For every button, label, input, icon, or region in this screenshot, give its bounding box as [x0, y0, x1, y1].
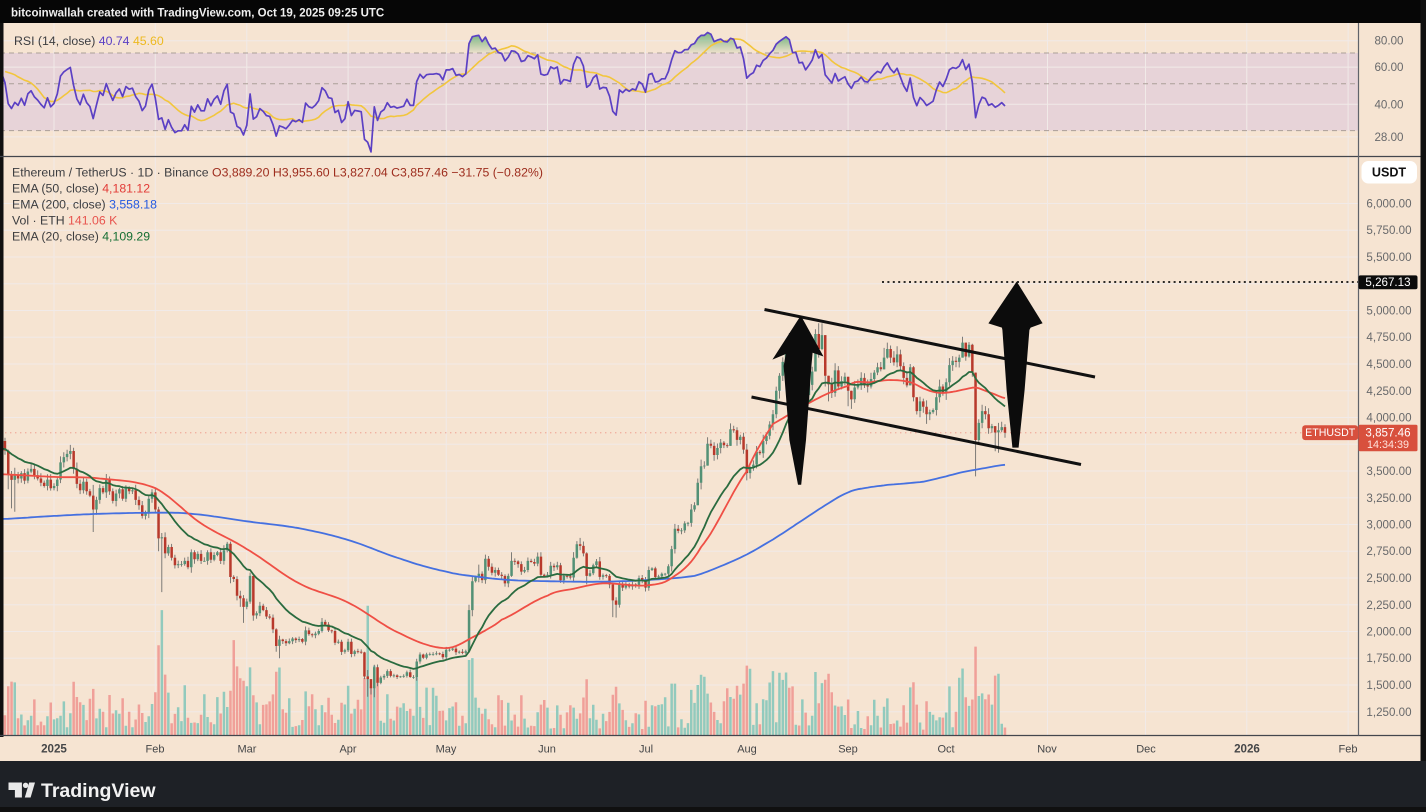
svg-text:14:34:39: 14:34:39: [1367, 439, 1409, 451]
svg-text:4,750.00: 4,750.00: [1366, 331, 1411, 344]
svg-text:80.00: 80.00: [1374, 35, 1403, 48]
svg-text:2025: 2025: [41, 743, 67, 756]
svg-text:Feb: Feb: [146, 744, 165, 756]
svg-text:1,500.00: 1,500.00: [1366, 679, 1411, 692]
svg-text:May: May: [436, 744, 457, 756]
svg-text:Jun: Jun: [538, 744, 556, 756]
svg-text:1,250.00: 1,250.00: [1366, 706, 1411, 719]
svg-text:40.00: 40.00: [1374, 98, 1403, 111]
svg-text:2,750.00: 2,750.00: [1366, 545, 1411, 558]
svg-text:Oct: Oct: [937, 744, 954, 756]
svg-text:USDT: USDT: [1372, 166, 1407, 180]
svg-text:Apr: Apr: [339, 744, 356, 756]
svg-text:3,857.46: 3,857.46: [1365, 427, 1410, 440]
svg-text:Vol · ETH 141.06 K: Vol · ETH 141.06 K: [12, 214, 118, 228]
svg-text:1,750.00: 1,750.00: [1366, 652, 1411, 665]
svg-text:bitcoinwallah created with Tra: bitcoinwallah created with TradingView.c…: [11, 7, 384, 19]
svg-text:5,000.00: 5,000.00: [1366, 305, 1411, 318]
svg-text:ETHUSDT: ETHUSDT: [1305, 427, 1356, 439]
svg-text:2,000.00: 2,000.00: [1366, 626, 1411, 639]
svg-text:Feb: Feb: [1339, 744, 1358, 756]
svg-text:Jul: Jul: [639, 744, 653, 756]
svg-text:Dec: Dec: [1136, 744, 1156, 756]
svg-text:Mar: Mar: [238, 744, 257, 756]
svg-text:Ethereum / TetherUS · 1D · Bin: Ethereum / TetherUS · 1D · Binance O3,88…: [12, 166, 543, 180]
svg-text:5,750.00: 5,750.00: [1366, 224, 1411, 237]
svg-text:28.00: 28.00: [1374, 131, 1403, 144]
svg-text:Sep: Sep: [838, 744, 858, 756]
svg-text:3,000.00: 3,000.00: [1366, 519, 1411, 532]
svg-text:2,250.00: 2,250.00: [1366, 599, 1411, 612]
svg-text:5,500.00: 5,500.00: [1366, 251, 1411, 264]
svg-text:5,267.13: 5,267.13: [1365, 276, 1410, 289]
svg-text:6,000.00: 6,000.00: [1366, 198, 1411, 211]
svg-text:60.00: 60.00: [1374, 61, 1403, 74]
svg-text:Aug: Aug: [737, 744, 757, 756]
svg-text:2026: 2026: [1234, 743, 1260, 756]
svg-text:EMA (50, close) 4,181.12: EMA (50, close) 4,181.12: [12, 182, 150, 196]
svg-text:4,000.00: 4,000.00: [1366, 412, 1411, 425]
svg-text:Nov: Nov: [1037, 744, 1057, 756]
svg-text:4,500.00: 4,500.00: [1366, 358, 1411, 371]
svg-text:EMA (20, close) 4,109.29: EMA (20, close) 4,109.29: [12, 230, 150, 244]
svg-text:2,500.00: 2,500.00: [1366, 572, 1411, 585]
svg-text:4,250.00: 4,250.00: [1366, 385, 1411, 398]
svg-text:3,250.00: 3,250.00: [1366, 492, 1411, 505]
svg-text:3,500.00: 3,500.00: [1366, 465, 1411, 478]
svg-text:TradingView: TradingView: [41, 780, 156, 802]
svg-text:EMA (200, close) 3,558.18: EMA (200, close) 3,558.18: [12, 198, 157, 212]
svg-text:RSI (14, close) 40.74 45.60: RSI (14, close) 40.74 45.60: [14, 34, 164, 48]
